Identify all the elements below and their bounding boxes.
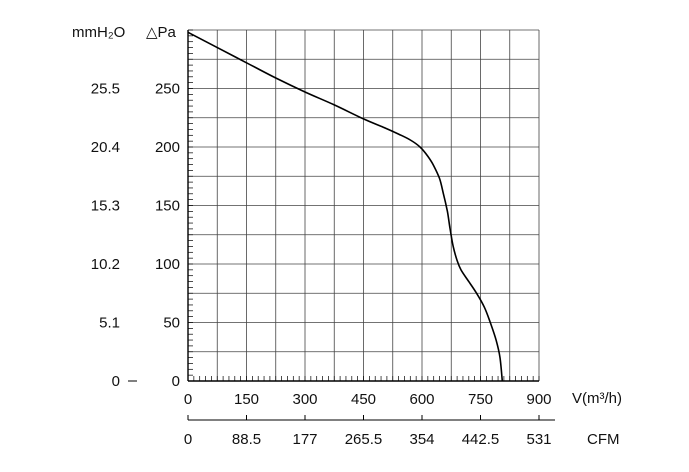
x2-tick-label: 177 (292, 431, 317, 448)
x2-tick-labels: 0 88.5 177 265.5 354 442.5 531 (184, 431, 552, 448)
y2-axis-label: mmH₂O (72, 24, 125, 41)
x-tick-labels: 0 150 300 450 600 750 900 (184, 391, 552, 408)
x2-tick-label: 354 (409, 431, 434, 448)
x-tick-label: 450 (351, 391, 376, 408)
x2-axis-label: CFM (587, 431, 620, 448)
x2-tick-label: 88.5 (232, 431, 261, 448)
y2-tick-label: 15.3 (91, 198, 120, 215)
y-axis-label: △Pa (146, 24, 177, 41)
x2-tick-label: 442.5 (462, 431, 500, 448)
y2-tick-label: 10.2 (91, 256, 120, 273)
x-tick-label: 300 (292, 391, 317, 408)
y2-tick-label: 25.5 (91, 81, 120, 98)
y2-tick-label: 0 (112, 373, 120, 390)
y2-tick-label: 5.1 (99, 315, 120, 332)
x-tick-label: 0 (184, 391, 192, 408)
pressure-flow-curve (187, 31, 504, 382)
x2-tick-label: 0 (184, 431, 192, 448)
plot-axes (128, 29, 555, 421)
y2-tick-labels: 0 5.1 10.2 15.3 20.4 25.5 (91, 81, 120, 391)
x-tick-label: 150 (234, 391, 259, 408)
x-tick-label: 600 (409, 391, 434, 408)
y-tick-label: 50 (163, 315, 180, 332)
x-axis-label: V(m³/h) (572, 390, 622, 407)
y-tick-label: 0 (172, 373, 180, 390)
y-tick-label: 200 (155, 139, 180, 156)
plot-grid (187, 29, 540, 382)
y-tick-label: 100 (155, 256, 180, 273)
x2-tick-label: 531 (526, 431, 551, 448)
y-tick-label: 150 (155, 198, 180, 215)
y2-tick-label: 20.4 (91, 139, 120, 156)
x2-tick-label: 265.5 (345, 431, 383, 448)
x-tick-label: 900 (526, 391, 551, 408)
x-tick-label: 750 (468, 391, 493, 408)
y-tick-labels: 0 50 100 150 200 250 (155, 81, 180, 391)
y-tick-label: 250 (155, 81, 180, 98)
